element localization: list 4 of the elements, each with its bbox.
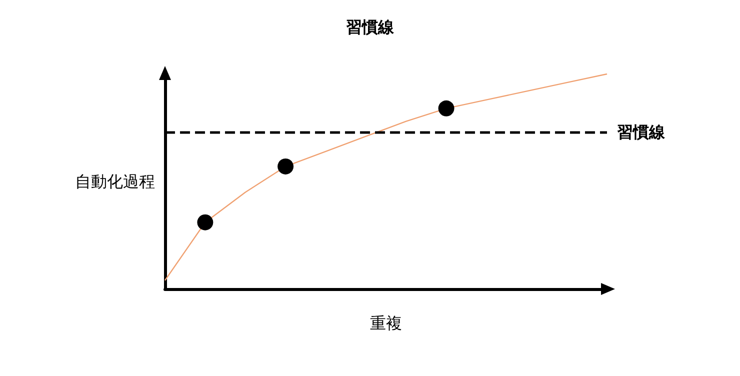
y-axis-title: 自動化過程 [75, 172, 155, 191]
ref-line-label: 習慣線 [617, 122, 666, 142]
chart-title: 習慣線 [346, 18, 395, 36]
x-axis-title: 重複 [370, 314, 402, 332]
